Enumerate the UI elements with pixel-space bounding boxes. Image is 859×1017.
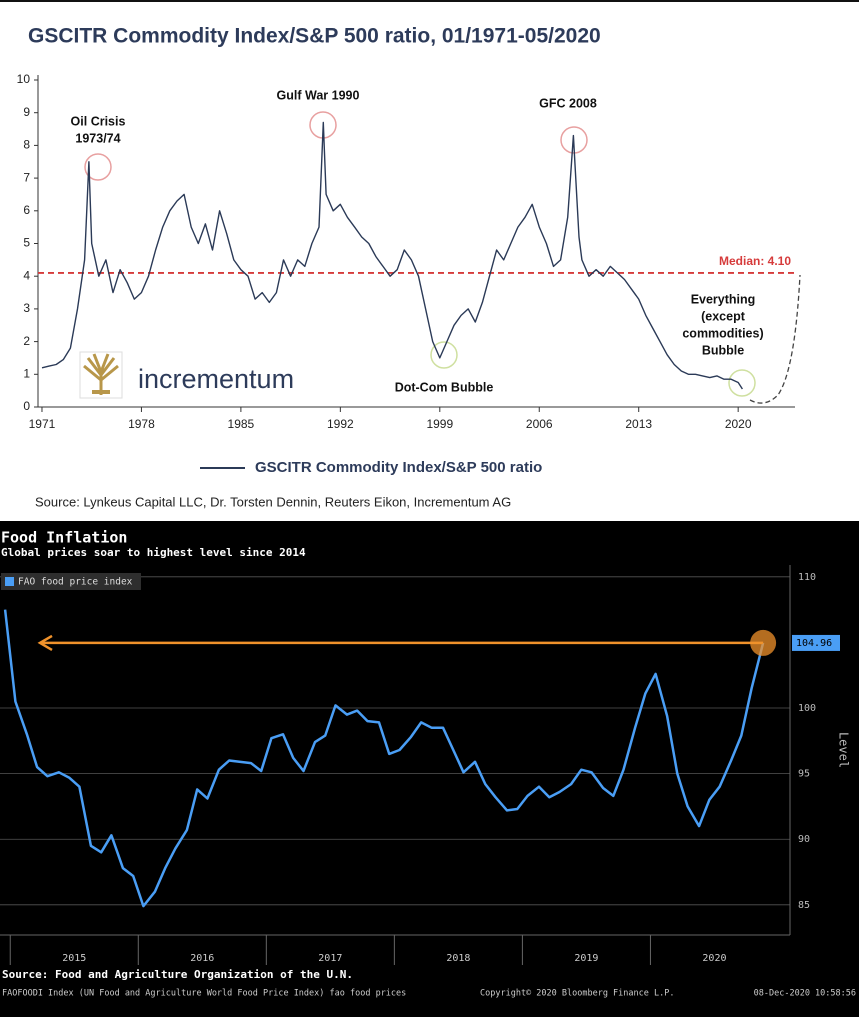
annotation: 1973/74 (75, 131, 120, 145)
x-tick-label: 2017 (318, 953, 342, 964)
x-tick-label: 2019 (574, 953, 598, 964)
chart-title: Food Inflation (1, 529, 127, 547)
timestamp: 08-Dec-2020 10:58:56 (754, 989, 856, 999)
x-tick-label: 2018 (446, 953, 470, 964)
legend-box (1, 573, 141, 590)
bottom-panel (0, 521, 859, 1017)
annotation: (except (701, 309, 746, 323)
annotation: Everything (691, 292, 756, 306)
y-tick-label: 85 (798, 900, 810, 911)
legend-label: GSCITR Commodity Index/S&P 500 ratio (255, 459, 542, 476)
logo-icon (79, 351, 123, 399)
x-tick-label: 2020 (725, 417, 752, 431)
data-line (41, 121, 743, 390)
annotation: commodities) (682, 326, 763, 340)
x-tick-label: 1992 (327, 417, 354, 431)
x-tick-label: 1985 (228, 417, 255, 431)
y-tick-label: 95 (798, 769, 810, 780)
annotation: Dot-Com Bubble (395, 380, 494, 394)
y-tick-label: 8 (23, 138, 30, 152)
chart-title: GSCITR Commodity Index/S&P 500 ratio, 01… (28, 25, 601, 48)
y-tick-label: 0 (23, 399, 30, 413)
chart-subtitle: Global prices soar to highest level sinc… (1, 546, 306, 559)
y-tick-label: 5 (23, 236, 30, 250)
y-tick-label: 4 (23, 268, 30, 282)
bubble-circles (430, 341, 756, 397)
x-tick-label: 1978 (128, 417, 155, 431)
projection-curve (749, 274, 801, 404)
last-value-label: 104.96 (796, 638, 832, 649)
y-tick-label: 90 (798, 834, 810, 845)
y-tick-label: 7 (23, 170, 30, 184)
source: Source: Food and Agriculture Organizatio… (2, 968, 353, 981)
source: Source: Lynkeus Capital LLC, Dr. Torsten… (35, 494, 511, 509)
top-panel (0, 0, 859, 521)
y-tick-label: 9 (23, 105, 30, 119)
x-tick-label: 2020 (702, 953, 726, 964)
x-tick-label: 2013 (625, 417, 652, 431)
y-tick-label: 1 (23, 366, 30, 380)
footnote: FAOFOODI Index (UN Food and Agriculture … (2, 989, 406, 999)
y-tick-label: 2 (23, 334, 30, 348)
annotation: Bubble (702, 343, 744, 357)
y-tick-label: 10 (17, 72, 31, 86)
y-axis-label: Level (837, 732, 851, 768)
y-tick-label: 100 (798, 703, 816, 714)
highlight-circle (750, 629, 777, 656)
median-label: Median: 4.10 (719, 254, 791, 268)
y-tick-label: 6 (23, 203, 30, 217)
annotation: Oil Crisis (71, 114, 126, 128)
highlight-arrowhead (37, 634, 53, 652)
legend-swatch (5, 577, 14, 586)
annotation: Gulf War 1990 (277, 88, 360, 102)
x-tick-label: 2016 (190, 953, 214, 964)
legend-label: FAO food price index (18, 577, 133, 588)
x-tick-label: 2006 (526, 417, 553, 431)
copyright: Copyright© 2020 Bloomberg Finance L.P. (480, 989, 674, 999)
logo-text: incrementum (138, 364, 294, 394)
y-tick-label: 3 (23, 301, 30, 315)
x-tick-label: 1971 (29, 417, 56, 431)
frame-line (0, 0, 859, 2)
annotation: GFC 2008 (539, 96, 597, 110)
x-tick-label: 2015 (62, 953, 86, 964)
y-tick-label: 110 (798, 572, 816, 583)
data-line (3, 609, 765, 908)
x-tick-label: 1999 (426, 417, 453, 431)
last-value-tag (792, 634, 840, 651)
